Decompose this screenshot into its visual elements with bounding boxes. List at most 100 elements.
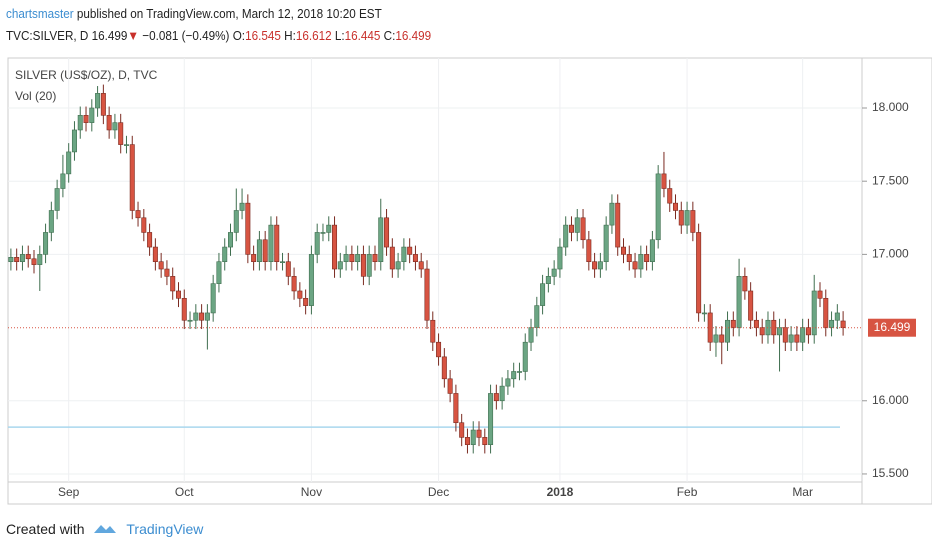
candle-body (511, 371, 517, 380)
candle-body (291, 276, 297, 292)
candle-body (152, 246, 158, 263)
candle-body (245, 202, 251, 255)
candle-body (106, 115, 112, 131)
candle-body (170, 276, 176, 292)
candle-body (256, 239, 262, 263)
c-label: C: (383, 28, 396, 43)
candle-body (199, 312, 205, 321)
candle-body (748, 290, 754, 321)
candle-body (343, 254, 349, 263)
candle-body (534, 305, 540, 328)
candle-body (580, 217, 586, 241)
candle-body (89, 107, 95, 123)
candle-body (811, 290, 817, 336)
change: −0.081 (−0.49%) (142, 28, 230, 43)
candle-body (251, 254, 257, 263)
l-label: L: (334, 28, 345, 43)
candle-body (54, 188, 60, 211)
author[interactable]: chartsmaster (6, 6, 74, 21)
candle-body (788, 334, 794, 343)
candle-body (66, 151, 72, 175)
candle-body (840, 320, 846, 329)
h-label: H: (284, 28, 296, 43)
candle-body (372, 254, 378, 263)
candle-body (713, 334, 719, 343)
candle-body (19, 254, 25, 263)
x-tick-label: 2018 (547, 485, 574, 499)
candle-body (667, 188, 673, 204)
candle-body (118, 122, 124, 145)
candle-body (805, 327, 811, 336)
candle-body (60, 173, 66, 189)
candle-body (268, 224, 274, 263)
candle-body (308, 254, 314, 306)
footer: Created with TradingView (6, 518, 203, 537)
x-tick-label: Dec (428, 485, 449, 499)
candle-body (412, 254, 418, 263)
arrow: ▼ (127, 28, 140, 43)
candle-body (470, 429, 476, 445)
candle-body (488, 393, 494, 445)
candle-body (736, 276, 742, 328)
candle-body (360, 254, 366, 277)
candle-body (661, 173, 667, 189)
candle-body (730, 319, 736, 328)
candle-body (649, 239, 655, 263)
y-tick-label: 17.500 (872, 173, 909, 187)
candle-body (77, 115, 83, 131)
candle-body (476, 429, 482, 438)
x-tick-label: Oct (175, 485, 194, 499)
candle-body (592, 261, 598, 270)
candle-body (83, 115, 89, 123)
candle-body (453, 393, 459, 424)
candle-body (71, 129, 77, 153)
brand[interactable]: TradingView (126, 521, 204, 537)
y-tick-label: 15.500 (872, 466, 909, 480)
created-with: Created with (6, 521, 85, 537)
candle-body (95, 93, 101, 109)
candle-body (193, 312, 199, 321)
candle-body (609, 202, 615, 226)
candle-body (441, 356, 447, 380)
candle-body (407, 246, 413, 255)
x-tick-label: Mar (792, 485, 813, 499)
chart: SILVER (US$/OZ), D, TVC Vol (20) 15.500 1… (7, 57, 932, 505)
symbol: TVC:SILVER, D (6, 28, 89, 43)
candle-body (100, 93, 106, 116)
candle-body (123, 144, 129, 146)
candle-body (424, 268, 430, 321)
candle-body (181, 297, 187, 321)
chart-subtitle: Vol (20) (15, 89, 56, 103)
candle-body (274, 224, 280, 263)
candle-body (701, 312, 707, 315)
candle-body (464, 437, 470, 445)
candle-body (233, 210, 239, 233)
candle-body (800, 327, 806, 343)
quote-line: TVC:SILVER, D 16.499▼ −0.081 (−0.49%) O:… (6, 28, 431, 43)
candle-body (725, 319, 731, 343)
candle-body (349, 254, 355, 263)
candle-body (655, 173, 661, 241)
candle-body (25, 254, 31, 260)
candle-body (597, 261, 603, 270)
candle-body (314, 232, 320, 255)
candle-body (129, 144, 135, 211)
o-value: 16.545 (245, 28, 281, 43)
candle-body (395, 261, 401, 270)
candle-body (210, 283, 216, 314)
chart-title: SILVER (US$/OZ), D, TVC (15, 68, 158, 82)
candle-body (777, 327, 783, 336)
x-tick-label: Feb (677, 485, 698, 499)
candle-body (522, 341, 528, 372)
candle-body (829, 319, 835, 328)
logo (94, 525, 117, 533)
candle-body (459, 422, 465, 438)
candle-body (43, 232, 49, 255)
candle-body (135, 210, 141, 219)
candle-body (297, 290, 303, 299)
candle-body (817, 290, 823, 299)
last: 16.499 (91, 28, 128, 43)
candle-body (673, 202, 679, 211)
candle-body (782, 327, 788, 343)
price-label: 16.499 (874, 320, 911, 334)
